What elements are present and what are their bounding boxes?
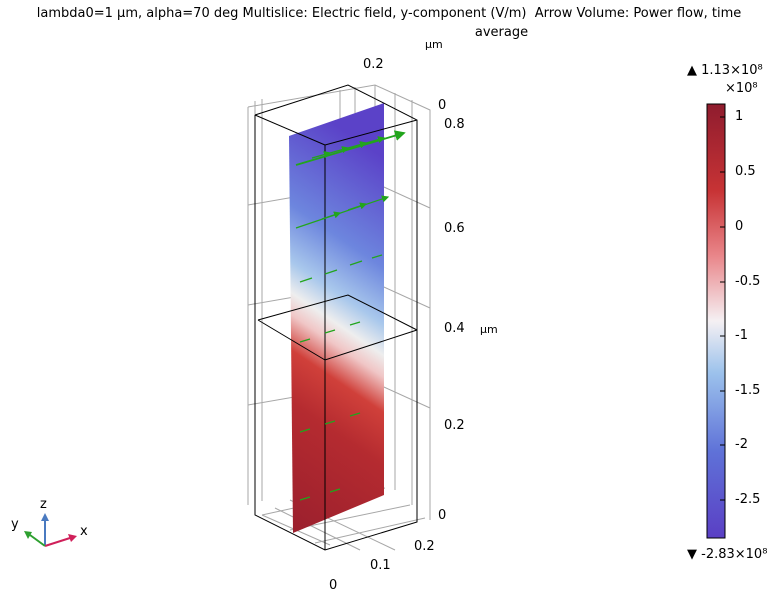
triad-x-label: x (80, 524, 88, 539)
colorbar (706, 103, 726, 539)
title-part-1: lambda0=1 µm, alpha=70 deg (36, 6, 239, 21)
colorbar-tick-1: 0.5 (735, 164, 756, 179)
colorbar-min: ▼ -2.83×10⁸ (687, 547, 768, 562)
triad-z-label: z (40, 497, 47, 512)
colorbar-tick-7: -2.5 (735, 492, 761, 507)
axis-triad (24, 513, 77, 547)
unit-top: µm (425, 38, 443, 51)
top-x-tick: 0.2 (363, 57, 384, 72)
domain-box (254, 84, 418, 551)
unit-z: µm (480, 323, 498, 336)
colorbar-tick-5: -1.5 (735, 383, 761, 398)
plot-title-continued: average (474, 25, 529, 40)
colorbar-tick-2: 0 (735, 219, 744, 234)
base-tick-0: 0.2 (414, 539, 435, 554)
z-tick-4: 0 (438, 508, 447, 523)
field-slice (289, 103, 384, 533)
base-tick-2: 0 (329, 578, 338, 593)
z-tick-2: 0.4 (444, 321, 465, 336)
colorbar-multiplier: ×10⁸ (725, 81, 758, 96)
power-flow-arrows (295, 130, 406, 501)
top-x-zero: 0 (438, 98, 447, 113)
z-tick-1: 0.6 (444, 221, 465, 236)
colorbar-max: ▲ 1.13×10⁸ (687, 63, 763, 78)
title-part-3: Arrow Volume: Power flow, time (534, 6, 742, 21)
title-part-2: Multislice: Electric field, y-component … (242, 6, 527, 21)
base-tick-1: 0.1 (370, 558, 391, 573)
plot-title: lambda0=1 µm, alpha=70 deg Multislice: E… (0, 6, 778, 21)
colorbar-tick-3: -0.5 (735, 274, 761, 289)
colorbar-ticks (720, 116, 725, 501)
colorbar-tick-0: 1 (735, 109, 744, 124)
z-tick-0: 0.8 (444, 117, 465, 132)
triad-y-label: y (11, 517, 19, 532)
z-tick-3: 0.2 (444, 418, 465, 433)
colorbar-tick-6: -2 (735, 437, 748, 452)
colorbar-tick-4: -1 (735, 328, 748, 343)
